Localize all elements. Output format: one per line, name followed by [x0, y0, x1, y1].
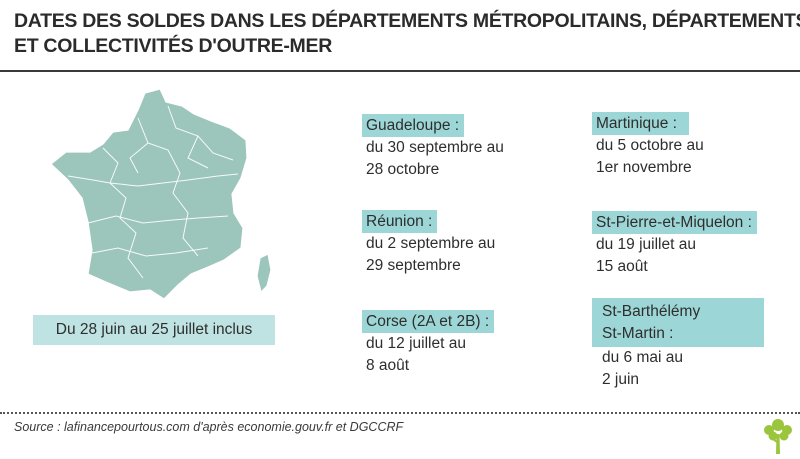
territory-dates-line: du 2 septembre au — [366, 235, 496, 252]
territory-dates-line: 2 juin — [602, 371, 640, 388]
source-note: Source : lafinancepourtous.com d'après e… — [14, 420, 404, 434]
territory-dates-line: 15 août — [596, 258, 648, 275]
territory-dates-line: 29 septembre — [366, 257, 461, 274]
territory-dates-line: du 30 septembre au — [366, 139, 504, 156]
page-title: DATES DES SOLDES DANS LES DÉPARTEMENTS M… — [14, 9, 800, 59]
territory-dates-line: 8 août — [366, 357, 410, 374]
territory-dates-line: 28 octobre — [366, 161, 440, 178]
territory-name: Réunion : — [362, 210, 438, 233]
footer-divider — [0, 412, 800, 414]
title-line-1: DATES DES SOLDES DANS LES DÉPARTEMENTS M… — [14, 10, 800, 32]
tree-logo-icon — [764, 419, 792, 454]
territory-martinique: Martinique : du 5 octobre au 1er novembr… — [592, 112, 704, 179]
territory-guadeloupe: Guadeloupe : du 30 septembre au 28 octob… — [362, 114, 504, 181]
territory-name: Martinique : — [592, 112, 689, 135]
title-line-2: ET COLLECTIVITÉS D'OUTRE-MER — [14, 35, 332, 57]
territory-st-barthelemy-st-martin: St-Barthélémy St-Martin : du 6 mai au 2 … — [592, 298, 764, 391]
title-divider — [0, 70, 800, 72]
territory-name: Guadeloupe : — [362, 114, 465, 137]
territory-dates-line: du 5 octobre au — [596, 137, 704, 154]
territory-corse: Corse (2A et 2B) : du 12 juillet au 8 ao… — [362, 310, 495, 377]
territory-name: St-Pierre-et-Miquelon : — [592, 211, 757, 234]
territory-dates-line: 1er novembre — [596, 159, 692, 176]
territory-name-line: St-Martin : — [602, 325, 674, 342]
territory-name-line: St-Barthélémy — [602, 303, 701, 320]
territory-st-pierre-et-miquelon: St-Pierre-et-Miquelon : du 19 juillet au… — [592, 211, 757, 278]
territory-dates-line: du 6 mai au — [602, 349, 683, 366]
territory-dates-line: du 19 juillet au — [596, 236, 696, 253]
france-map-icon — [50, 88, 272, 300]
metropole-dates: Du 28 juin au 25 juillet inclus — [33, 315, 275, 345]
territory-dates-line: du 12 juillet au — [366, 335, 466, 352]
territory-reunion: Réunion : du 2 septembre au 29 septembre — [362, 210, 495, 277]
territory-name: St-Barthélémy St-Martin : — [592, 298, 764, 347]
territory-name: Corse (2A et 2B) : — [362, 310, 495, 333]
